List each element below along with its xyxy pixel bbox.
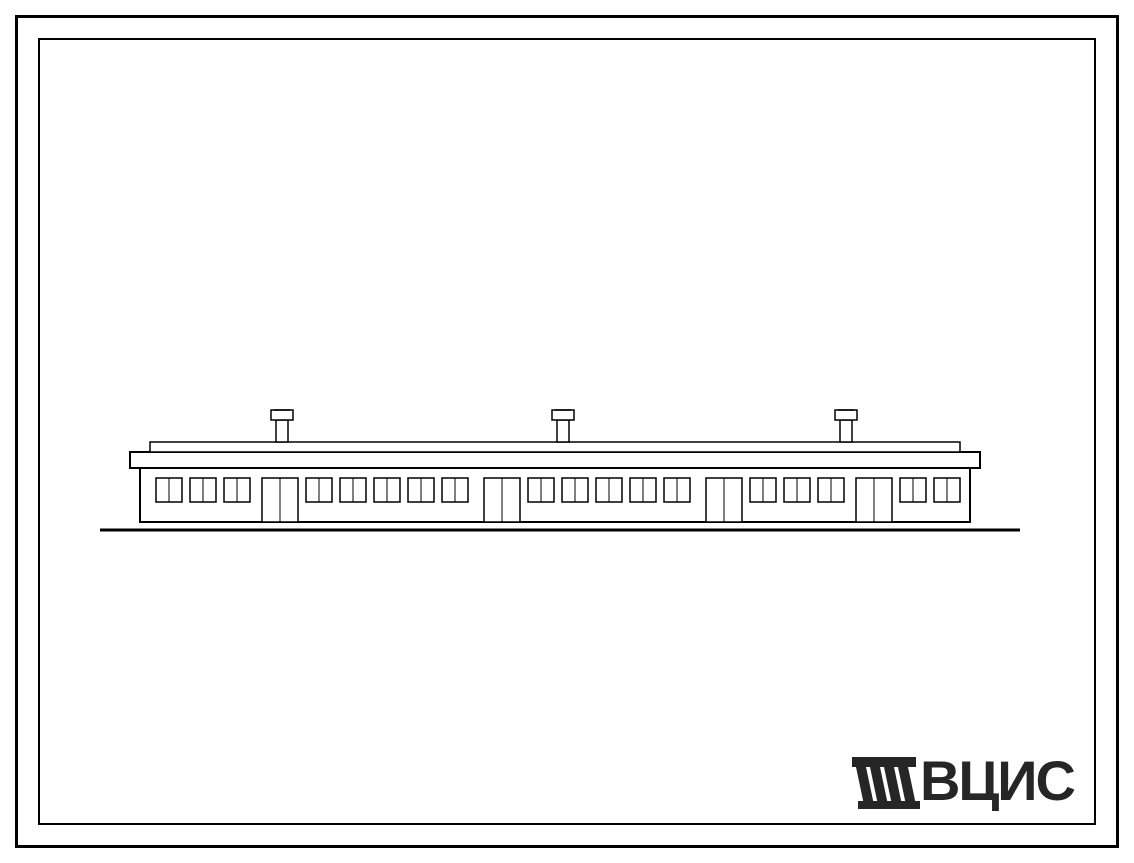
logo-icon xyxy=(850,751,920,811)
logo-text: ВЦИС xyxy=(920,748,1074,813)
logo: ВЦИС xyxy=(850,748,1074,813)
page-root: ВЦИС xyxy=(0,0,1134,863)
building-elevation-drawing xyxy=(0,0,1134,863)
